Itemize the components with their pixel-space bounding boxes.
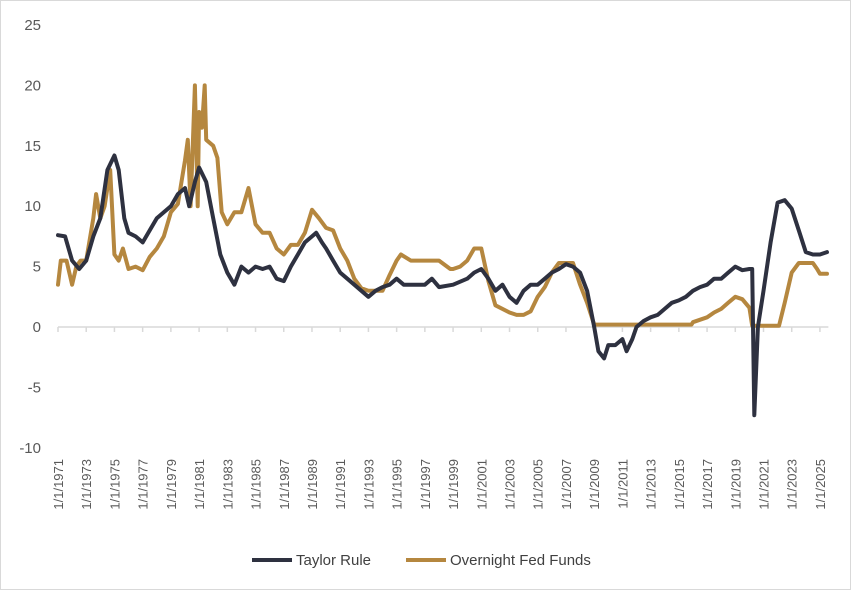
x-tick-label: 1/1/1991 <box>333 459 348 510</box>
series-line-taylor-rule <box>56 153 829 418</box>
x-tick-label: 1/1/1985 <box>249 459 264 510</box>
x-tick-label: 1/1/2003 <box>503 459 518 510</box>
x-tick-label: 1/1/1999 <box>446 459 461 510</box>
x-tick-label: 1/1/2001 <box>474 459 489 510</box>
x-tick-label: 1/1/2013 <box>644 459 659 510</box>
y-tick-label: 20 <box>24 77 41 94</box>
legend: Taylor Rule Overnight Fed Funds <box>252 552 591 569</box>
legend-label: Overnight Fed Funds <box>450 552 591 569</box>
x-tick-label: 1/1/1977 <box>136 459 151 510</box>
y-tick-label: 5 <box>33 259 41 276</box>
x-tick-label: 1/1/1997 <box>418 459 433 510</box>
x-tick-label: 1/1/2011 <box>615 459 630 509</box>
y-tick-label: -5 <box>28 379 41 396</box>
x-tick-label: 1/1/1993 <box>361 459 376 510</box>
x-tick-label: 1/1/1983 <box>220 459 235 510</box>
y-tick-label: 0 <box>33 319 41 336</box>
series-line-overnight-fed-funds <box>56 83 829 328</box>
y-tick-label: -10 <box>19 440 41 457</box>
series-lines <box>56 83 829 418</box>
x-tick-label: 1/1/2021 <box>757 459 772 510</box>
x-axis: 1/1/1971 1/1/1973 1/1/1975 1/1/1977 1/1/1979… <box>51 326 829 510</box>
x-tick-label: 1/1/1995 <box>390 459 405 510</box>
x-tick-label: 1/1/1987 <box>277 459 292 510</box>
y-tick-label: 10 <box>24 198 41 215</box>
x-tick-label: 1/1/1989 <box>305 459 320 510</box>
legend-label: Taylor Rule <box>296 552 371 569</box>
x-tick-label: 1/1/2017 <box>700 459 715 510</box>
y-tick-label: 25 <box>24 17 41 34</box>
x-tick-label: 1/1/1971 <box>51 459 66 510</box>
x-tick-label: 1/1/1979 <box>164 459 179 510</box>
y-axis: 25 20 15 10 5 0 -5 -10 <box>19 17 41 457</box>
y-tick-label: 15 <box>24 138 41 155</box>
x-tick-label: 1/1/2009 <box>587 459 602 510</box>
x-tick-label: 1/1/2025 <box>813 459 828 510</box>
x-tick-label: 1/1/2007 <box>559 459 574 510</box>
x-tick-label: 1/1/2005 <box>531 459 546 510</box>
x-tick-label: 1/1/2015 <box>672 459 687 510</box>
x-tick-label: 1/1/1973 <box>79 459 94 510</box>
x-tick-label: 1/1/2023 <box>785 459 800 510</box>
x-tick-label: 1/1/1981 <box>192 459 207 510</box>
x-tick-label: 1/1/2019 <box>728 459 743 510</box>
x-tick-label: 1/1/1975 <box>107 459 122 510</box>
